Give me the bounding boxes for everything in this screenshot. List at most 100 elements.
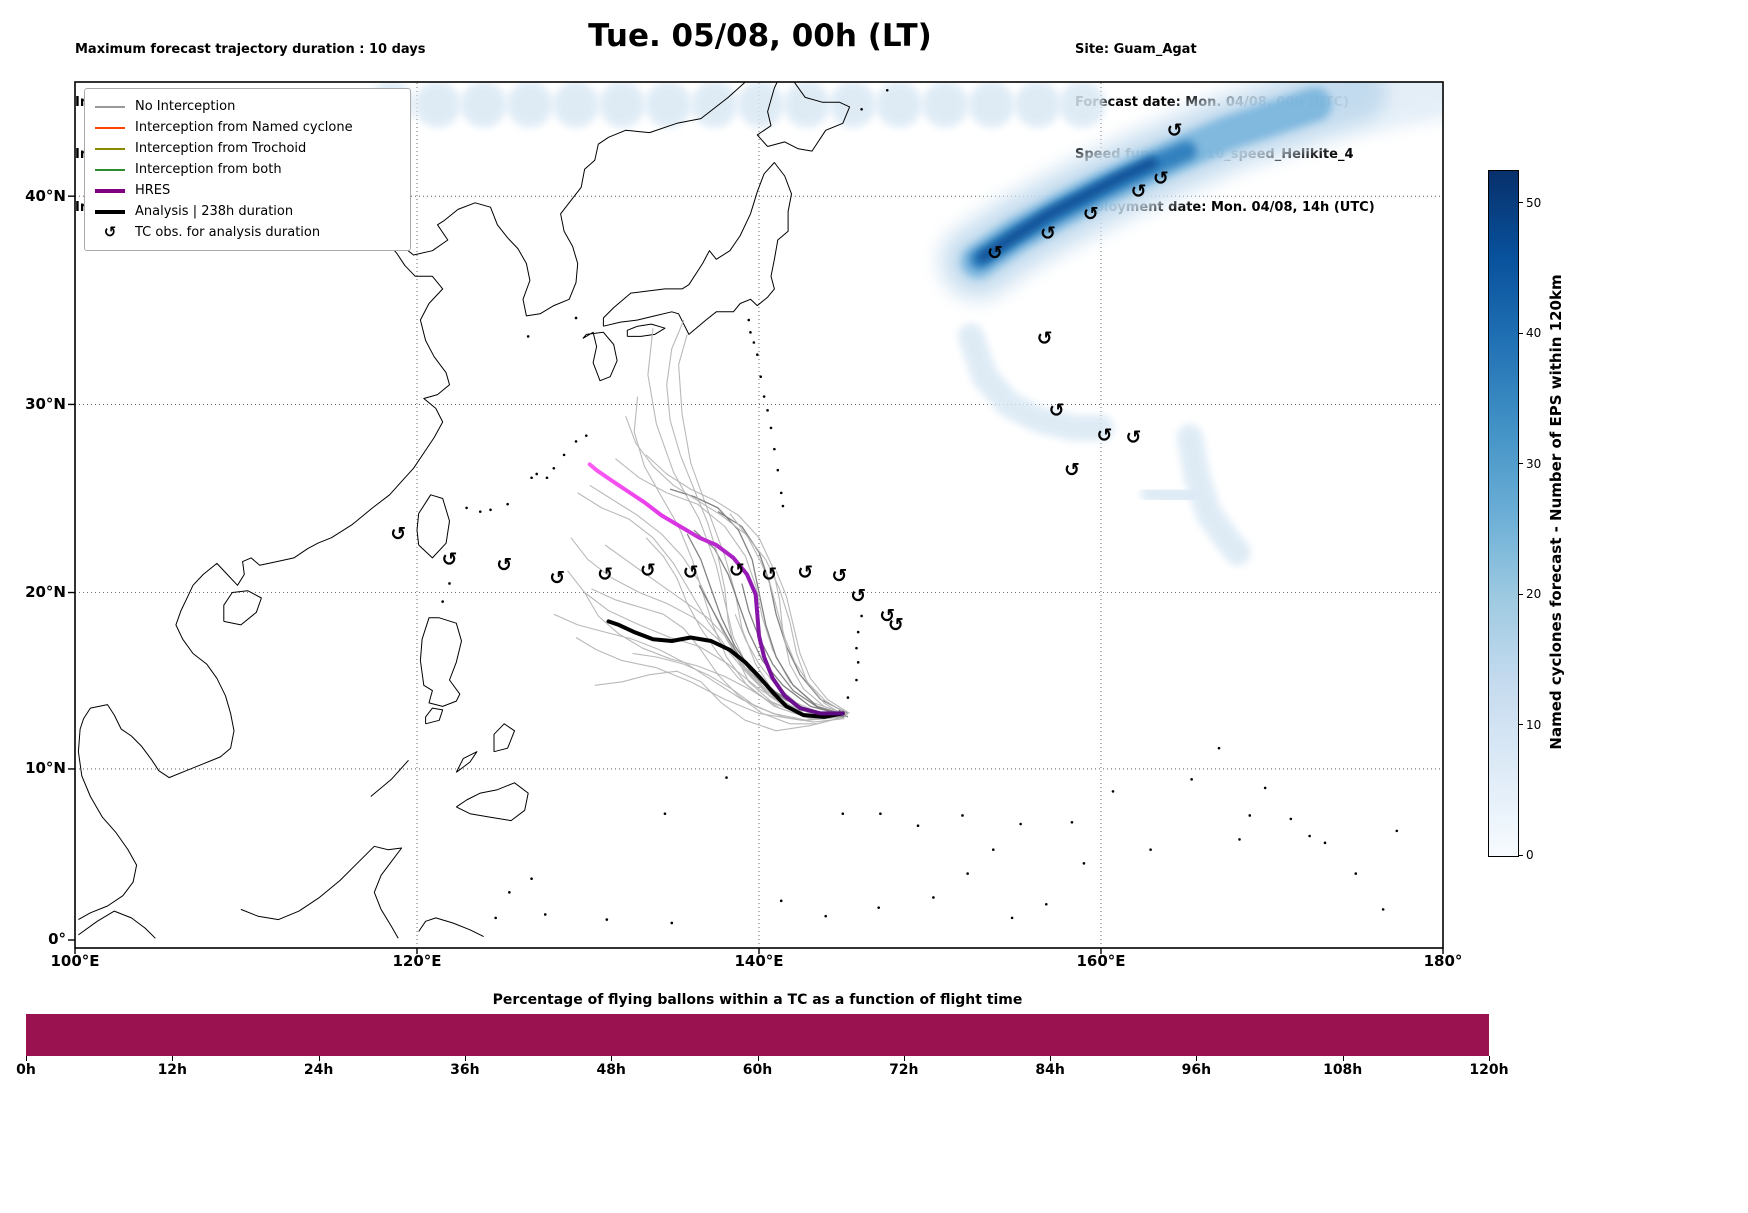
tc-obs-icon: ↺ — [1049, 399, 1065, 421]
ensemble-track — [553, 613, 845, 721]
colorbar — [1488, 170, 1519, 857]
eps-density-region — [737, 82, 784, 128]
x-tick-label: 120°E — [392, 952, 442, 970]
coastline — [756, 82, 851, 152]
island-dot — [1044, 902, 1048, 906]
island-dot — [1289, 817, 1293, 821]
tc-obs-icon: ↺ — [1083, 203, 1099, 225]
island-dot — [526, 335, 530, 338]
island-dot — [441, 600, 444, 603]
island-dot — [824, 914, 827, 918]
eps-density-region — [1176, 424, 1251, 566]
coastline — [626, 323, 666, 337]
island-dot — [856, 630, 860, 634]
colorbar-tick-mark — [1518, 724, 1523, 726]
island-dot — [879, 812, 882, 816]
tc-obs-icon: ↺ — [442, 549, 458, 571]
bottom-tick-mark — [1050, 1056, 1052, 1061]
legend-item: Interception from both — [95, 159, 400, 180]
island-dot — [747, 318, 751, 322]
legend-item: Analysis | 238h duration — [95, 201, 400, 222]
coastline — [425, 707, 444, 725]
island-dot — [1111, 790, 1115, 793]
bottom-tick-label: 36h — [450, 1062, 480, 1078]
island-dot — [749, 331, 752, 334]
island-dot — [1238, 838, 1241, 841]
colorbar-tick-mark — [1518, 463, 1523, 465]
bottom-chart-title: Percentage of flying ballons within a TC… — [492, 992, 1023, 1008]
eps-density-region — [876, 82, 923, 128]
island-dot — [1070, 820, 1074, 824]
island-dot — [1149, 848, 1152, 851]
y-tick-label: 30°N — [25, 395, 66, 413]
x-tick-label: 160°E — [1076, 952, 1126, 970]
tc-obs-icon: ↺ — [729, 560, 745, 582]
eps-density-region — [1059, 82, 1106, 128]
header-right-line: Site: Guam_Agat — [1075, 42, 1197, 57]
island-dot — [1323, 841, 1327, 845]
colorbar-tick-mark — [1518, 854, 1523, 856]
x-tick-label: 140°E — [734, 952, 784, 970]
y-tick-label: 0° — [48, 930, 66, 948]
tc-obs-icon: ↺ — [1126, 427, 1142, 449]
island-dot — [1395, 829, 1399, 833]
legend-item: HRES — [95, 180, 400, 201]
tc-obs-icon: ↺ — [683, 562, 699, 584]
island-dot — [1082, 862, 1086, 865]
tc-obs-icon: ↺ — [1131, 181, 1147, 203]
island-dot — [769, 426, 773, 430]
legend-label: Interception from both — [135, 162, 282, 177]
island-dot — [535, 472, 538, 476]
tc-obs-icon: ↺ — [1096, 425, 1112, 447]
map-legend: No Interception Interception from Named … — [84, 88, 411, 251]
x-tick-label: 180° — [1423, 952, 1463, 970]
island-dot — [494, 916, 497, 920]
colorbar-tick-label: 40 — [1526, 326, 1542, 341]
coastline — [582, 331, 618, 382]
bottom-tick-label: 120h — [1469, 1062, 1509, 1078]
ensemble-track — [775, 570, 850, 714]
island-dot — [1217, 746, 1221, 750]
bottom-tick-mark — [611, 1056, 613, 1061]
island-dot — [663, 812, 667, 816]
coastline — [240, 845, 403, 939]
coastline — [370, 759, 409, 797]
island-dot — [1248, 814, 1252, 817]
coastline — [493, 723, 515, 753]
island-dot — [779, 491, 783, 495]
coastline — [78, 910, 156, 939]
island-dot — [779, 899, 783, 903]
island-dot — [856, 661, 860, 664]
bottom-tick-mark — [172, 1056, 174, 1061]
tc-obs-icon: ↺ — [1040, 222, 1056, 244]
tc-obs-icon: ↺ — [1153, 167, 1169, 189]
bottom-chart-bar — [26, 1014, 1489, 1056]
legend-line-analysis — [95, 209, 125, 214]
island-dot — [846, 696, 850, 699]
colorbar-tick-label: 20 — [1526, 587, 1542, 602]
island-dot — [855, 646, 858, 650]
ensemble-track — [693, 529, 845, 716]
island-dot — [465, 506, 468, 510]
ensemble-track — [729, 513, 847, 714]
eps-density-region — [830, 82, 877, 128]
header-left-line: Maximum forecast trajectory duration : 1… — [75, 42, 426, 57]
legend-label: Interception from Named cyclone — [135, 120, 353, 135]
island-dot — [781, 504, 785, 508]
colorbar-tick-mark — [1518, 202, 1523, 204]
island-dot — [961, 814, 964, 817]
bottom-tick-mark — [1342, 1056, 1344, 1061]
island-dot — [1354, 872, 1358, 875]
island-dot — [766, 409, 769, 412]
ensemble-track — [577, 492, 845, 718]
eps-density-region — [977, 157, 1158, 263]
island-dot — [448, 582, 451, 585]
island-dot — [762, 395, 766, 398]
eps-density-region — [414, 82, 461, 128]
bottom-tick-mark — [1489, 1056, 1490, 1061]
tc-obs-icon: ↺ — [761, 563, 777, 585]
bottom-tick-label: 0h — [16, 1062, 36, 1078]
figure-title: Tue. 05/08, 00h (LT) — [588, 18, 932, 54]
coastline — [456, 782, 529, 822]
